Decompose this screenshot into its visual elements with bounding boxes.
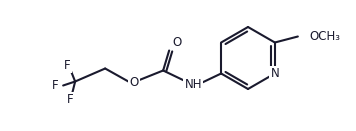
Text: O: O <box>130 76 139 89</box>
Text: N: N <box>271 67 279 80</box>
Text: OCH₃: OCH₃ <box>310 30 341 43</box>
Text: F: F <box>64 59 70 72</box>
Text: O: O <box>172 36 182 48</box>
Text: NH: NH <box>184 78 202 91</box>
Text: F: F <box>52 79 58 92</box>
Text: F: F <box>67 93 73 106</box>
